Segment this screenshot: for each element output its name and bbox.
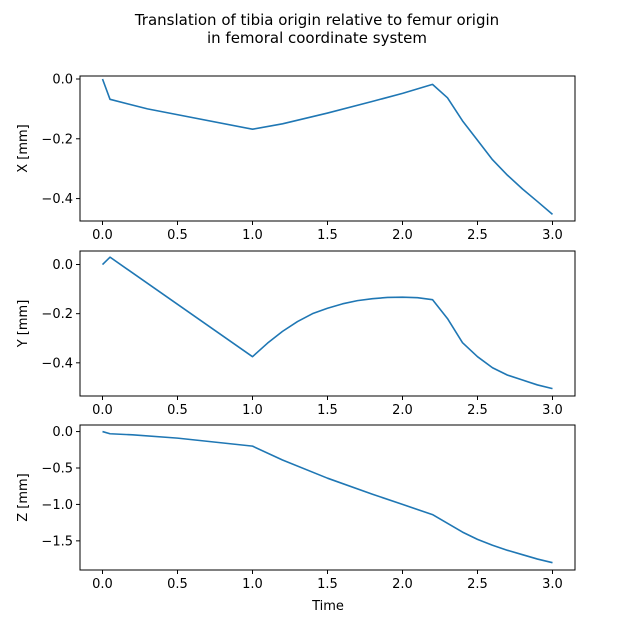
y-tick-label: −0.2 bbox=[41, 132, 73, 147]
subplot-panels: 0.0 0.5 1.0 1.5 2.0 2.5 3.00.0−0.2−0.4X [mm]0.… bbox=[16, 72, 576, 592]
subplot-1: 0.0 0.5 1.0 1.5 2.0 2.5 3.0 0.0 −0.2 −0.4 X [mm] bbox=[16, 72, 576, 243]
y-tick-label: −0.4 bbox=[41, 356, 73, 371]
data-line-3-1 bbox=[102, 430, 553, 564]
x-axis-label: Time bbox=[311, 599, 344, 614]
x-tick-label: 0.0 bbox=[92, 403, 113, 418]
x-tick-label: 3.0 bbox=[542, 577, 563, 592]
y-tick-label: −0.2 bbox=[41, 307, 73, 322]
x-tick-label: 1.5 bbox=[317, 403, 338, 418]
x-tick-label: 1.0 bbox=[242, 403, 263, 418]
y-tick-label: −0.4 bbox=[41, 192, 73, 207]
x-tick-label: 0.5 bbox=[167, 403, 188, 418]
x-tick-label: 2.5 bbox=[467, 228, 488, 243]
y-tick-label: 0.0 bbox=[52, 425, 73, 440]
x-tick-label: 0.0 bbox=[92, 577, 113, 592]
figure-title-line2: in femoral coordinate system bbox=[207, 29, 427, 47]
x-tick-label: 3.0 bbox=[542, 228, 563, 243]
y-axis-label: Z [mm] bbox=[16, 473, 31, 522]
data-line-1-1 bbox=[101, 78, 554, 216]
subplot-3: 0.0 0.5 1.0 1.5 2.0 2.5 3.0 0.0 −0.5 −1.0 −1.5 Z [m… bbox=[16, 424, 576, 592]
x-tick-label: 1.5 bbox=[317, 577, 338, 592]
x-tick-label: 0.5 bbox=[167, 228, 188, 243]
y-axis-label: Y [mm] bbox=[16, 300, 31, 349]
data-line-2-1 bbox=[101, 256, 553, 390]
x-tick-label: 2.5 bbox=[467, 577, 488, 592]
x-tick-label: 1.5 bbox=[317, 228, 338, 243]
x-tick-label: 1.0 bbox=[242, 228, 263, 243]
x-tick-label: 2.5 bbox=[467, 403, 488, 418]
x-tick-label: 3.0 bbox=[542, 403, 563, 418]
x-tick-label: 0.0 bbox=[92, 228, 113, 243]
x-tick-label: 2.0 bbox=[392, 577, 413, 592]
x-tick-label: 1.0 bbox=[242, 577, 263, 592]
y-tick-label: −0.5 bbox=[41, 461, 73, 476]
x-tick-label: 2.0 bbox=[392, 403, 413, 418]
figure-title-line1: Translation of tibia origin relative to … bbox=[134, 11, 499, 29]
y-tick-label: 0.0 bbox=[52, 258, 73, 273]
y-axis-label: X [mm] bbox=[16, 124, 31, 173]
subplot-2: 0.0 0.5 1.0 1.5 2.0 2.5 3.0 0.0 −0.2 −0.4 Y [mm] bbox=[16, 250, 576, 418]
x-tick-label: 2.0 bbox=[392, 228, 413, 243]
x-tick-label: 0.5 bbox=[167, 577, 188, 592]
y-tick-label: −1.0 bbox=[41, 498, 73, 513]
y-tick-label: −1.5 bbox=[41, 534, 73, 549]
y-tick-label: 0.0 bbox=[52, 72, 73, 87]
